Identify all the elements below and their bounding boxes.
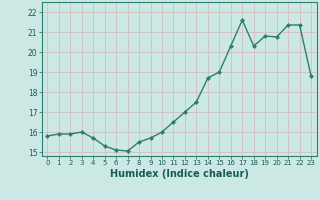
X-axis label: Humidex (Indice chaleur): Humidex (Indice chaleur): [110, 169, 249, 179]
